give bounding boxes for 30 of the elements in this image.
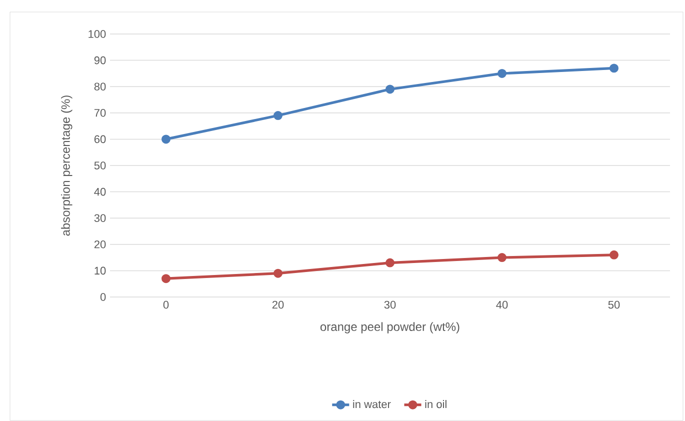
point <box>162 274 171 284</box>
y-axis-title: absorption percentage (%) <box>61 96 72 236</box>
y-tick-label: 90 <box>94 56 106 64</box>
x-tick-label: 30 <box>384 300 396 309</box>
y-tick-label: 70 <box>94 108 106 117</box>
x-tick-label: 0 <box>163 300 169 309</box>
y-tick-label: 100 <box>88 30 106 38</box>
x-tick-label: 20 <box>272 300 284 309</box>
y-tick-label: 80 <box>94 82 106 90</box>
y-tick-label: 20 <box>94 240 106 248</box>
y-tick-label: 40 <box>94 188 106 196</box>
y-tick-label: 50 <box>94 162 106 170</box>
legend-label: in water <box>353 400 391 408</box>
point <box>386 258 395 268</box>
x-axis-title: orange peel powder (wt%) <box>320 322 460 334</box>
y-tick-label: 0 <box>100 293 106 301</box>
point <box>386 84 395 94</box>
x-tick-label: 40 <box>496 300 508 309</box>
y-tick-label: 60 <box>94 135 106 144</box>
point <box>498 253 507 262</box>
point <box>498 68 507 78</box>
x-tick-label: 50 <box>608 300 620 309</box>
y-tick-label: 30 <box>94 214 106 222</box>
point <box>274 111 283 120</box>
legend-label: in oil <box>425 400 446 408</box>
y-tick-label: 10 <box>94 266 106 275</box>
point <box>162 134 171 144</box>
point <box>610 250 619 260</box>
point <box>610 64 619 73</box>
point <box>274 268 283 278</box>
